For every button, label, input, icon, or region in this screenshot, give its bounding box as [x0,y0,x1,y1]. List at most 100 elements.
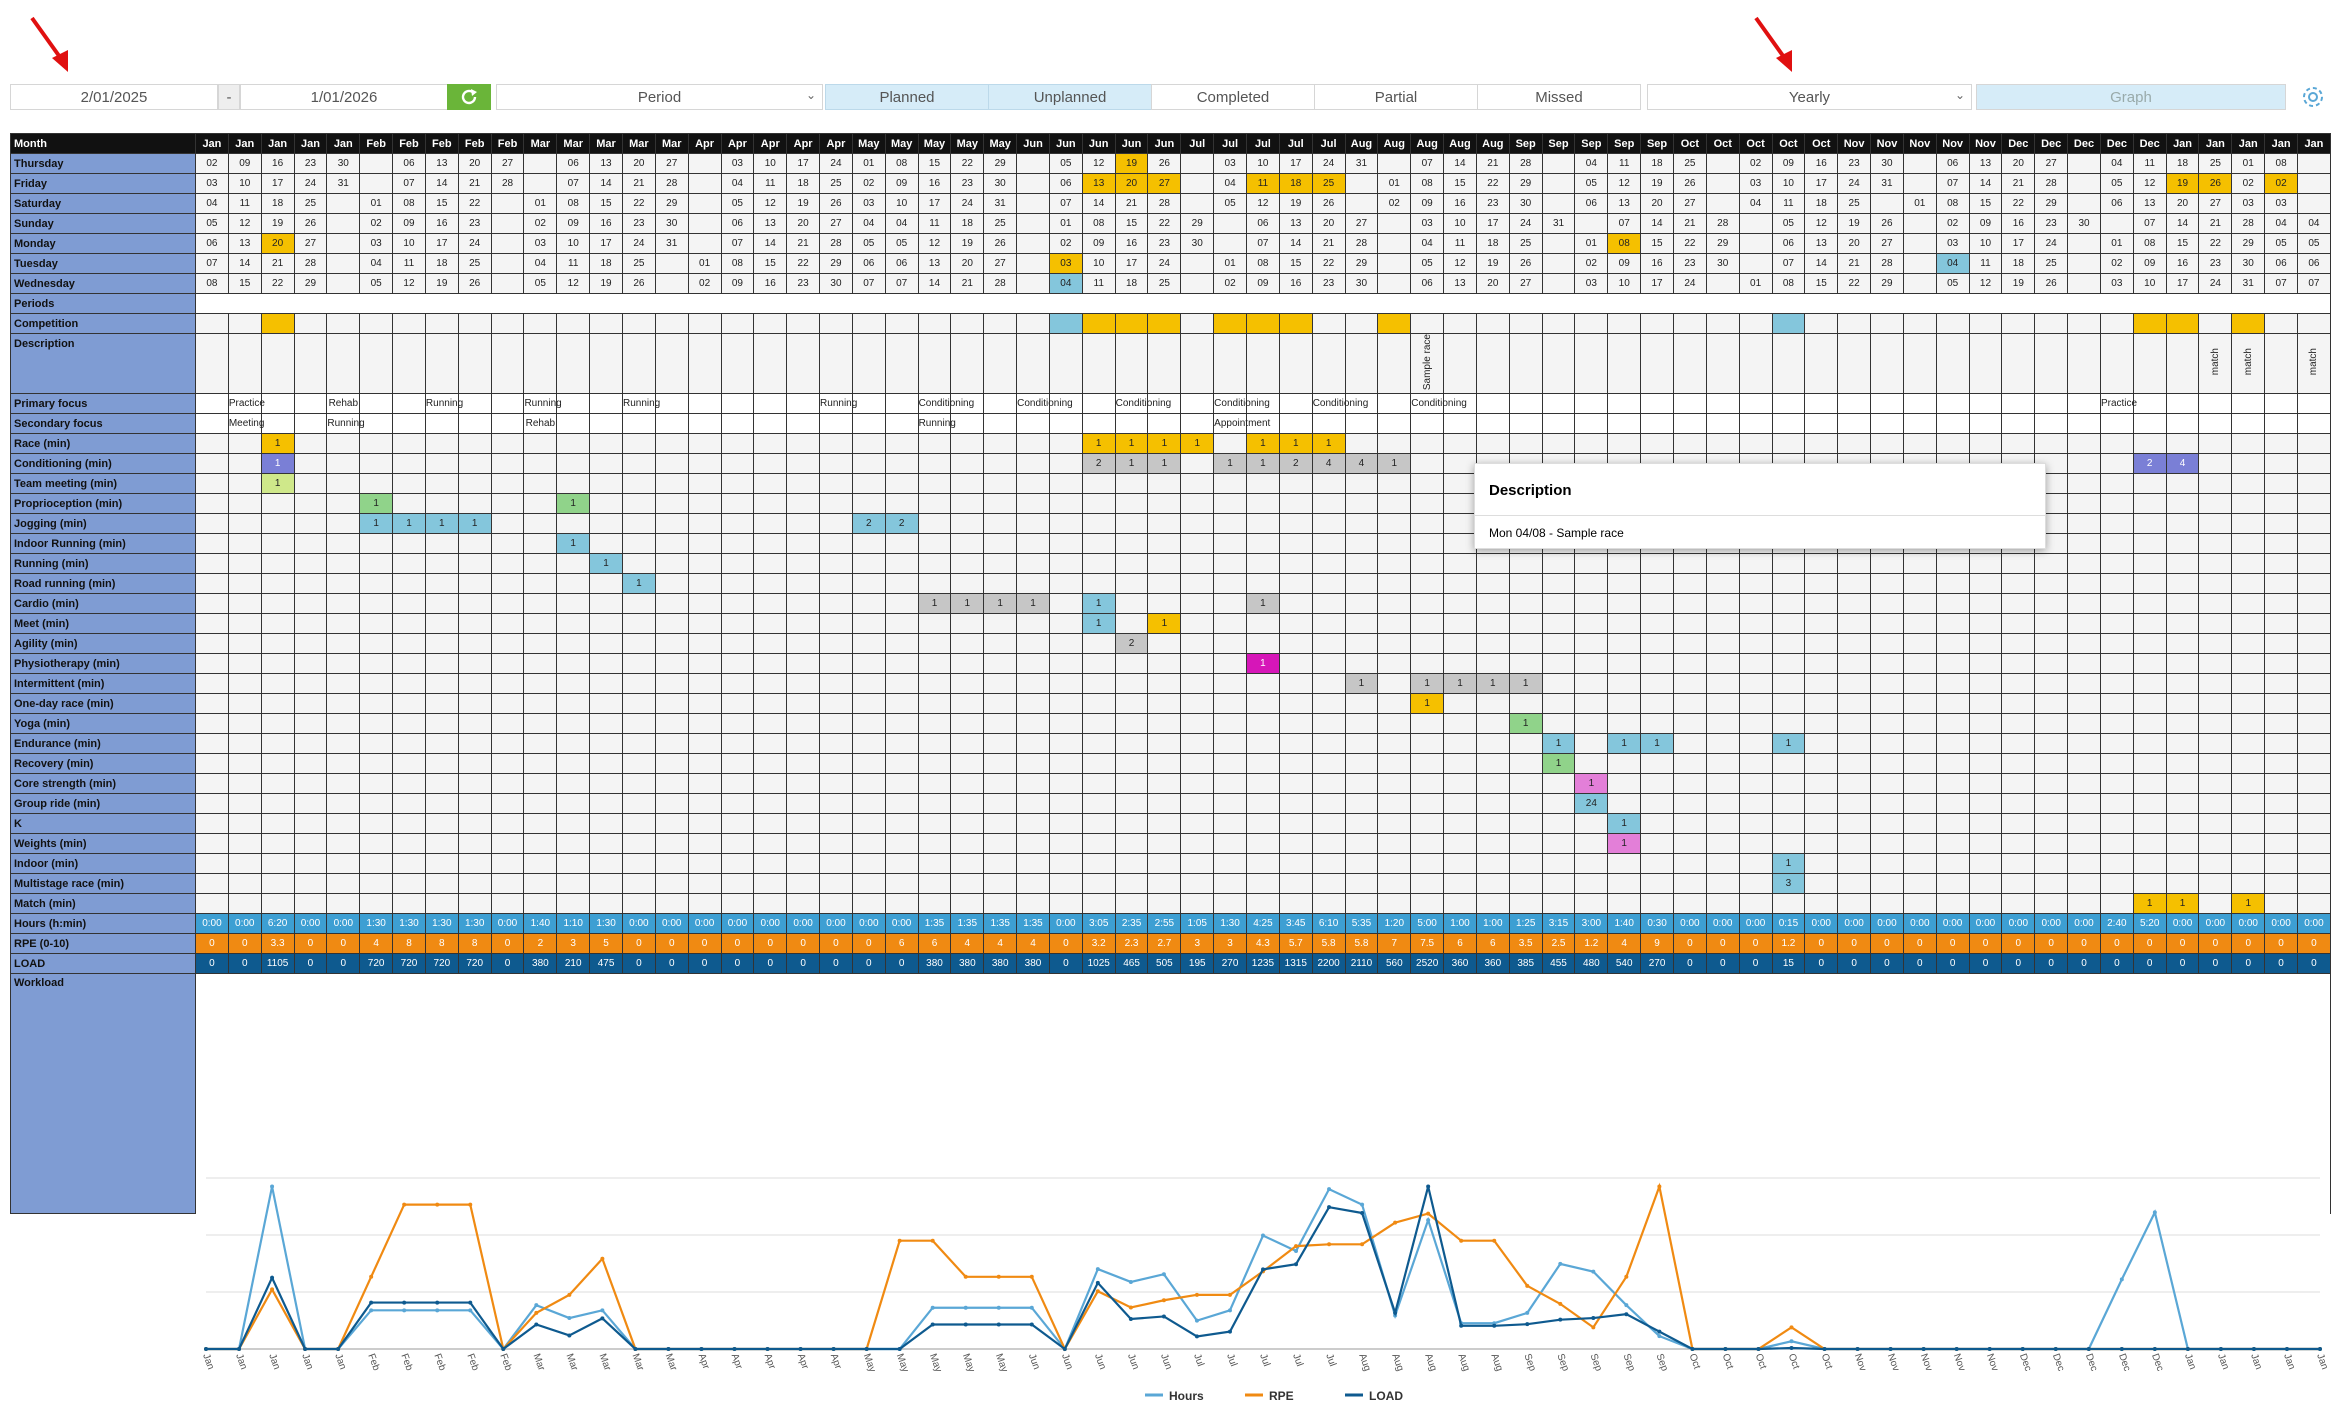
activity-cell[interactable] [1672,633,1707,655]
secondary-focus-cell[interactable] [2132,413,2167,435]
day-cell[interactable]: 08 [556,193,591,214]
description-cell[interactable] [1377,332,1412,395]
day-cell[interactable] [1541,173,1576,194]
activity-cell[interactable] [2297,673,2331,695]
activity-cell[interactable] [1968,753,2003,775]
day-cell[interactable] [1902,213,1937,234]
day-cell[interactable]: 28 [293,253,328,274]
tab-unplanned[interactable]: Unplanned [988,84,1152,110]
activity-cell[interactable] [1377,553,1412,575]
activity-cell[interactable] [2297,733,2331,755]
activity-cell[interactable]: 1 [260,453,295,475]
activity-cell[interactable] [917,753,952,775]
activity-cell[interactable] [851,453,886,475]
activity-cell[interactable] [1902,433,1937,455]
day-cell[interactable]: 28 [1705,213,1740,234]
day-cell[interactable]: 29 [654,193,689,214]
primary-focus-cell[interactable] [589,393,623,415]
day-cell[interactable]: 21 [1672,213,1707,234]
activity-cell[interactable] [2099,673,2134,695]
secondary-focus-cell[interactable] [2165,413,2200,435]
day-cell[interactable]: 01 [2099,233,2134,254]
activity-cell[interactable] [1048,653,1083,675]
day-cell[interactable]: 31 [654,233,689,254]
activity-cell[interactable] [983,693,1018,715]
activity-cell[interactable] [720,533,755,555]
activity-cell[interactable] [851,433,886,455]
activity-cell[interactable] [2231,693,2266,715]
day-cell[interactable]: 17 [2001,233,2036,254]
activity-cell[interactable] [2264,873,2298,895]
activity-cell[interactable] [1048,773,1083,795]
description-cell[interactable] [359,332,394,395]
competition-cell[interactable] [1640,313,1674,334]
activity-cell[interactable] [753,753,788,775]
day-cell[interactable]: 12 [753,193,788,214]
activity-cell[interactable] [2034,433,2069,455]
day-cell[interactable]: 11 [2132,153,2167,174]
day-cell[interactable]: 17 [1114,253,1149,274]
activity-cell[interactable] [1114,893,1149,915]
activity-cell[interactable] [654,693,689,715]
activity-cell[interactable] [720,733,755,755]
day-cell[interactable]: 05 [720,193,755,214]
day-cell[interactable]: 25 [983,213,1018,234]
primary-focus-cell[interactable] [687,393,722,415]
activity-cell[interactable] [1672,653,1707,675]
day-cell[interactable]: 17 [1475,213,1510,234]
activity-cell[interactable] [1048,693,1083,715]
activity-cell[interactable] [523,873,558,895]
activity-cell[interactable] [2198,673,2233,695]
day-cell[interactable] [1377,153,1412,174]
day-cell[interactable]: 25 [1672,153,1707,174]
activity-cell[interactable]: 1 [1147,453,1182,475]
activity-cell[interactable] [1147,713,1182,735]
activity-cell[interactable] [1443,453,1477,475]
day-cell[interactable]: 18 [950,213,985,234]
activity-cell[interactable] [227,773,262,795]
activity-cell[interactable] [2132,693,2167,715]
day-cell[interactable] [1738,253,1773,274]
competition-cell[interactable] [1180,313,1215,334]
competition-cell[interactable] [195,313,229,334]
activity-cell[interactable] [1738,713,1773,735]
day-cell[interactable]: 10 [1968,233,2003,254]
activity-cell[interactable] [1377,433,1412,455]
activity-cell[interactable] [556,873,591,895]
activity-cell[interactable] [720,433,755,455]
tab-planned[interactable]: Planned [825,84,989,110]
activity-cell[interactable] [786,833,821,855]
day-cell[interactable] [490,213,525,234]
competition-cell[interactable] [2034,313,2069,334]
activity-cell[interactable] [753,473,788,495]
activity-cell[interactable] [1771,813,1806,835]
activity-cell[interactable]: 1 [1607,813,1642,835]
activity-cell[interactable] [720,613,755,635]
activity-cell[interactable] [1180,473,1215,495]
activity-cell[interactable] [1180,573,1215,595]
activity-cell[interactable] [2297,653,2331,675]
activity-cell[interactable] [1114,593,1149,615]
day-cell[interactable]: 06 [556,153,591,174]
activity-cell[interactable] [326,453,361,475]
day-cell[interactable]: 24 [2034,233,2069,254]
activity-cell[interactable] [654,813,689,835]
activity-cell[interactable] [2132,553,2167,575]
start-date-input[interactable]: 2/01/2025 [10,84,218,110]
activity-cell[interactable] [983,653,1018,675]
activity-cell[interactable] [392,793,426,815]
periods-cell[interactable] [195,293,2331,314]
activity-cell[interactable] [687,693,722,715]
description-cell[interactable] [720,332,755,395]
activity-cell[interactable] [1837,733,1872,755]
activity-cell[interactable] [654,573,689,595]
activity-cell[interactable] [195,873,229,895]
day-cell[interactable]: 04 [1410,233,1445,254]
primary-focus-cell[interactable] [2132,393,2167,415]
activity-cell[interactable] [1738,653,1773,675]
activity-cell[interactable] [1016,693,1050,715]
activity-cell[interactable] [1147,473,1182,495]
description-cell[interactable] [260,332,295,395]
activity-cell[interactable] [1870,853,1904,875]
day-cell[interactable]: 27 [1672,193,1707,214]
